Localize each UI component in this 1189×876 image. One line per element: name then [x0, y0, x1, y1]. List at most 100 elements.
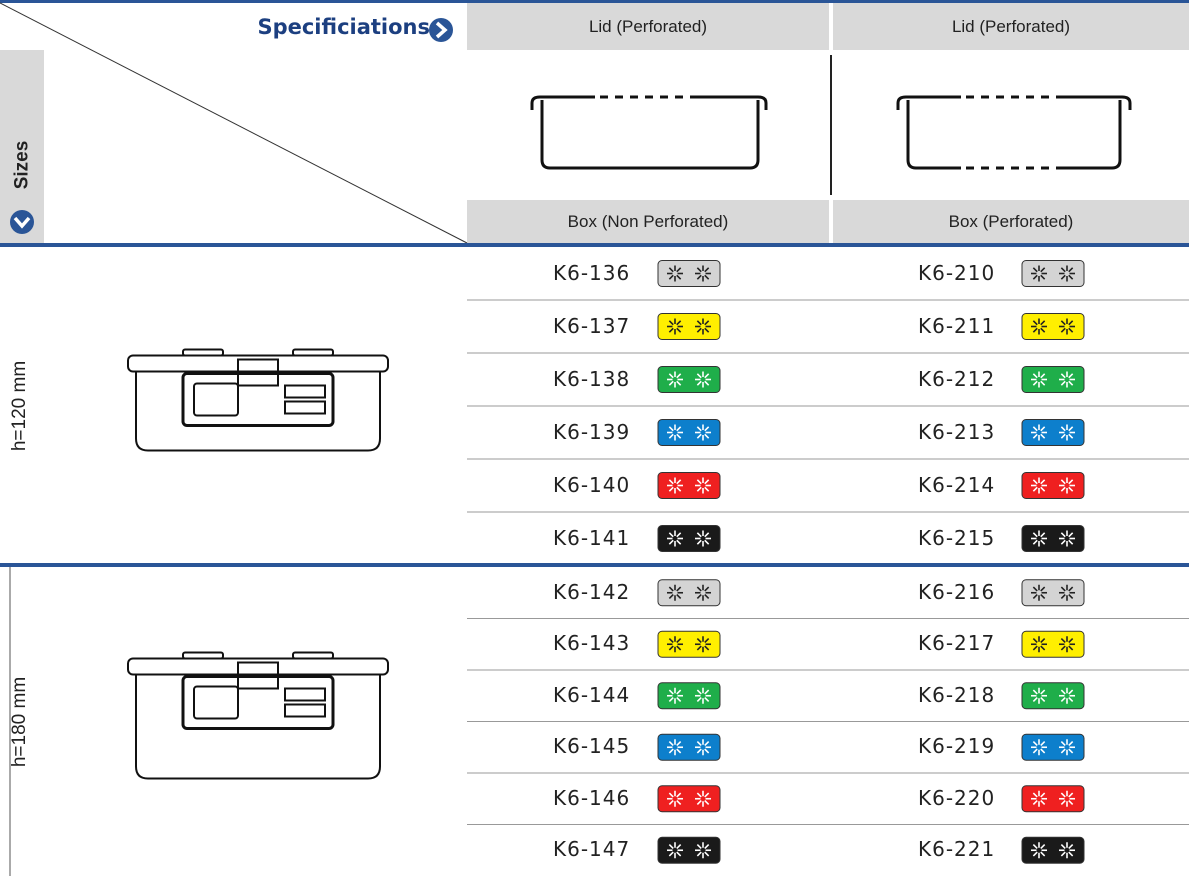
product-code: K6-216	[918, 579, 996, 604]
color-badge	[1021, 733, 1085, 761]
box-header: Box (Perforated)	[833, 200, 1189, 243]
star-ray	[1040, 532, 1046, 538]
star-ray	[704, 539, 710, 545]
tag	[284, 687, 326, 702]
star-ray	[668, 433, 674, 439]
star-ray	[704, 274, 710, 280]
star-ray	[668, 689, 674, 695]
star-ray	[696, 380, 702, 386]
star-ray	[1032, 844, 1038, 850]
star-ray	[1060, 426, 1066, 432]
color-badge	[1021, 682, 1085, 710]
star-ray	[704, 696, 710, 702]
star-ray	[696, 645, 702, 651]
container-drawing	[127, 651, 389, 780]
star-ray	[1032, 320, 1038, 326]
star-ray	[704, 320, 710, 326]
star-ray	[668, 638, 674, 644]
star-ray	[1068, 486, 1074, 492]
badge	[657, 579, 721, 607]
star-ray	[1068, 844, 1074, 850]
star-ray	[676, 327, 682, 333]
star-ray	[1068, 267, 1074, 273]
color-badge	[1021, 366, 1085, 393]
star-ray	[1068, 426, 1074, 432]
star-ray	[1032, 792, 1038, 798]
star-ray	[1060, 586, 1066, 592]
star-ray	[676, 645, 682, 651]
color-badge	[1021, 260, 1085, 287]
latch-plate	[181, 372, 335, 427]
star-ray	[704, 426, 710, 432]
star-ray	[704, 792, 710, 798]
star-ray	[1060, 645, 1066, 651]
star-ray	[704, 799, 710, 805]
star-ray	[1040, 426, 1046, 432]
color-badge	[1021, 630, 1085, 658]
product-code: K6-139	[553, 419, 631, 444]
star-ray	[1032, 274, 1038, 280]
star-ray	[1032, 586, 1038, 592]
star-ray	[696, 539, 702, 545]
badge	[1021, 836, 1085, 864]
label-window	[193, 685, 239, 720]
container-body	[135, 674, 381, 780]
badge	[1021, 525, 1085, 552]
color-badge	[657, 785, 721, 813]
star-ray	[1040, 799, 1046, 805]
star-ray	[1032, 539, 1038, 545]
handle	[292, 651, 334, 660]
badge	[657, 313, 721, 340]
star-ray	[676, 792, 682, 798]
star-ray	[696, 593, 702, 599]
star-ray	[696, 748, 702, 754]
container-body	[135, 371, 381, 452]
star-ray	[1040, 586, 1046, 592]
star-ray	[704, 433, 710, 439]
star-ray	[1032, 689, 1038, 695]
lid-header: Lid (Perforated)	[467, 3, 829, 50]
star-ray	[1068, 433, 1074, 439]
badge	[1021, 579, 1085, 607]
star-ray	[676, 320, 682, 326]
star-ray	[676, 741, 682, 747]
star-ray	[668, 844, 674, 850]
star-ray	[696, 792, 702, 798]
star-ray	[704, 645, 710, 651]
star-ray	[1068, 373, 1074, 379]
star-ray	[676, 274, 682, 280]
star-ray	[676, 748, 682, 754]
star-ray	[668, 645, 674, 651]
star-ray	[696, 844, 702, 850]
diagonal	[0, 2, 468, 244]
color-badge	[1021, 472, 1085, 499]
star-ray	[668, 327, 674, 333]
star-ray	[1060, 479, 1066, 485]
star-ray	[1060, 320, 1066, 326]
product-code: K6-141	[553, 525, 631, 550]
star-ray	[1068, 327, 1074, 333]
handle	[292, 348, 334, 357]
product-code: K6-142	[553, 579, 631, 604]
container-drawing	[127, 348, 389, 452]
color-badge	[657, 313, 721, 340]
star-ray	[668, 586, 674, 592]
star-ray	[668, 479, 674, 485]
star-ray	[696, 741, 702, 747]
star-ray	[1060, 748, 1066, 754]
star-ray	[668, 486, 674, 492]
product-code: K6-217	[918, 631, 996, 656]
star-ray	[668, 593, 674, 599]
star-ray	[668, 380, 674, 386]
star-ray	[668, 274, 674, 280]
product-code: K6-144	[553, 682, 631, 707]
star-ray	[1032, 593, 1038, 599]
star-ray	[1068, 479, 1074, 485]
star-ray	[668, 748, 674, 754]
star-ray	[696, 267, 702, 273]
star-ray	[1068, 741, 1074, 747]
tag	[284, 384, 326, 399]
star-ray	[1060, 792, 1066, 798]
star-ray	[1040, 267, 1046, 273]
star-ray	[1068, 539, 1074, 545]
